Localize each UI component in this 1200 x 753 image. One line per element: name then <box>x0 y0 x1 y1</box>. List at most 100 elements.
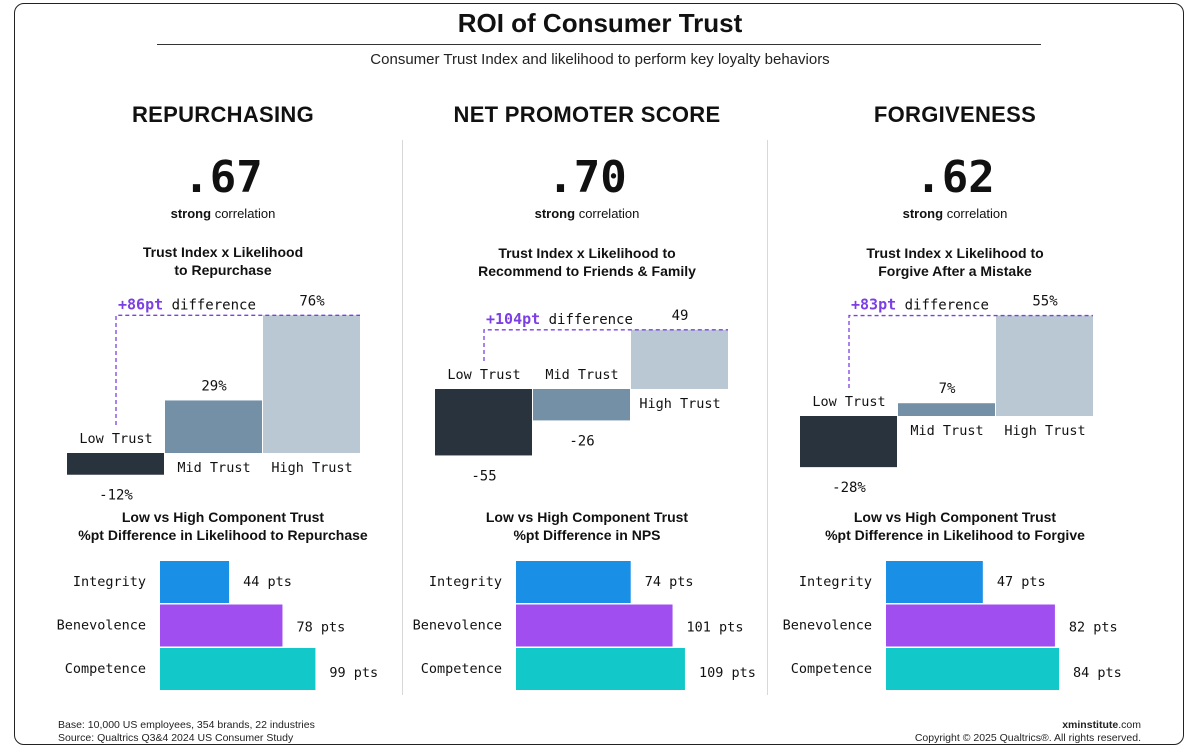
trust-category-label: Low Trust <box>812 394 885 410</box>
difference-annotation: +83pt difference <box>851 296 989 314</box>
difference-value: +104pt <box>486 310 540 328</box>
trust-category-label: Mid Trust <box>910 423 983 439</box>
correlation-suffix: correlation <box>214 206 276 221</box>
component-bar <box>516 561 631 603</box>
component-category-label: Integrity <box>799 574 872 590</box>
trust-value-label: -28% <box>832 480 866 496</box>
component-category-label: Benevolence <box>57 618 146 634</box>
copyright: Copyright © 2025 Qualtrics®. All rights … <box>914 732 1141 744</box>
component-bar <box>886 561 983 603</box>
panel-title: REPURCHASING <box>131 102 315 127</box>
trust-bar <box>435 389 532 456</box>
panel-title: NET PROMOTER SCORE <box>453 102 721 127</box>
panel-forgiveness: FORGIVENESS .62 strong correlation Trust… <box>770 0 1140 753</box>
component-category-label: Competence <box>65 661 146 677</box>
site-name: xminstitute <box>1062 719 1119 731</box>
trust-bar <box>631 329 728 389</box>
trust-chart-title: Trust Index x Likelihood to Forgive After… <box>770 244 1140 280</box>
trust-value-label: 49 <box>672 308 689 324</box>
trust-chart-title-line: to Repurchase <box>174 262 272 278</box>
component-value-label: 99 pts <box>329 665 378 681</box>
footer-source: Source: Qualtrics Q3&4 2024 US Consumer … <box>58 732 294 744</box>
correlation-strength: strong <box>170 206 212 221</box>
trust-value-label: 29% <box>201 378 227 394</box>
trust-value-label: 7% <box>939 381 956 397</box>
component-bar <box>516 604 673 647</box>
component-value-label: 101 pts <box>687 620 744 636</box>
trust-value-label: 76% <box>299 293 325 309</box>
footer-base: Base: 10,000 US employees, 354 brands, 2… <box>58 719 315 731</box>
correlation-suffix: correlation <box>946 206 1008 221</box>
component-chart-title: Low vs High Component Trust %pt Differenc… <box>38 508 408 544</box>
panel-charts: -55 Low Trust -26 Mid Trust 49 High Trust +104… <box>413 308 756 690</box>
component-category-label: Benevolence <box>783 618 872 634</box>
component-value-label: 109 pts <box>699 665 756 681</box>
difference-bracket <box>848 314 1093 388</box>
site-domain: .com <box>1118 719 1141 731</box>
trust-category-label: High Trust <box>271 460 352 476</box>
component-category-label: Benevolence <box>413 618 502 634</box>
trust-category-label: Mid Trust <box>545 367 618 383</box>
component-value-label: 82 pts <box>1069 620 1118 636</box>
trust-chart-title-line: Trust Index x Likelihood to <box>498 245 676 261</box>
component-chart-title-line: %pt Difference in NPS <box>513 527 661 543</box>
component-value-label: 84 pts <box>1073 665 1122 681</box>
trust-chart-title-line: Trust Index x Likelihood <box>142 244 304 260</box>
trust-category-label: High Trust <box>1004 423 1085 439</box>
component-category-label: Integrity <box>73 574 146 590</box>
difference-suffix: difference <box>163 297 256 313</box>
trust-chart-title: Trust Index x Likelihood to Recommend to … <box>402 244 772 280</box>
column-divider <box>402 140 403 695</box>
component-chart-title: Low vs High Component Trust %pt Differenc… <box>770 508 1140 544</box>
component-bar <box>160 648 316 690</box>
correlation-value: .70 <box>547 152 627 203</box>
footer-notes: Base: 10,000 US employees, 354 brands, 2… <box>58 719 315 745</box>
trust-category-label: Low Trust <box>79 431 152 447</box>
correlation-label: strong correlation <box>770 206 1140 221</box>
component-chart-title-line: Low vs High Component Trust <box>853 509 1057 525</box>
page-subtitle: Consumer Trust Index and likelihood to p… <box>370 51 830 68</box>
component-bar <box>160 604 283 647</box>
component-category-label: Competence <box>791 661 872 677</box>
trust-value-label: -55 <box>471 468 496 484</box>
correlation-value: .62 <box>915 152 995 203</box>
trust-bar <box>996 315 1093 416</box>
component-value-label: 47 pts <box>997 574 1046 590</box>
component-value-label: 44 pts <box>243 574 292 590</box>
trust-chart-title-line: Forgive After a Mistake <box>878 263 1032 279</box>
trust-bar <box>533 389 630 421</box>
trust-value-label: -26 <box>569 433 594 449</box>
correlation-label: strong correlation <box>38 206 408 221</box>
component-category-label: Integrity <box>429 574 502 590</box>
trust-value-label: -12% <box>99 488 133 504</box>
component-bar <box>160 561 230 603</box>
trust-chart-title-line: Recommend to Friends & Family <box>478 263 696 279</box>
trust-value-label: 55% <box>1032 294 1058 310</box>
correlation-label: strong correlation <box>402 206 772 221</box>
component-chart-title: Low vs High Component Trust %pt Differenc… <box>402 508 772 544</box>
site-link[interactable]: xminstitute.com <box>915 719 1141 732</box>
trust-bar <box>898 403 995 416</box>
panel-charts: -12% Low Trust 29% Mid Trust 76% High Trust +8… <box>57 293 378 690</box>
trust-chart-title-line: Trust Index x Likelihood to <box>866 245 1044 261</box>
difference-annotation: +86pt difference <box>118 295 256 313</box>
panel-charts: -28% Low Trust 7% Mid Trust 55% High Trust +83… <box>783 294 1122 690</box>
trust-bar <box>263 315 360 453</box>
component-bar <box>886 604 1055 647</box>
difference-value: +83pt <box>851 296 896 314</box>
difference-suffix: difference <box>896 298 989 314</box>
component-category-label: Competence <box>421 661 502 677</box>
component-chart-title-line: %pt Difference in Likelihood to Repurcha… <box>78 527 368 543</box>
component-chart-title-line: %pt Difference in Likelihood to Forgive <box>825 527 1085 543</box>
panel-title: FORGIVENESS <box>873 102 1037 127</box>
difference-bracket <box>115 314 360 425</box>
trust-category-label: High Trust <box>639 396 720 412</box>
panel-repurchasing: REPURCHASING .67 strong correlation Trus… <box>38 0 408 753</box>
correlation-value: .67 <box>183 152 263 203</box>
title-rule <box>157 44 1041 45</box>
difference-bracket <box>483 329 728 361</box>
column-divider <box>767 140 768 695</box>
difference-value: +86pt <box>118 295 163 313</box>
difference-suffix: difference <box>540 312 633 328</box>
trust-category-label: Low Trust <box>447 367 520 383</box>
